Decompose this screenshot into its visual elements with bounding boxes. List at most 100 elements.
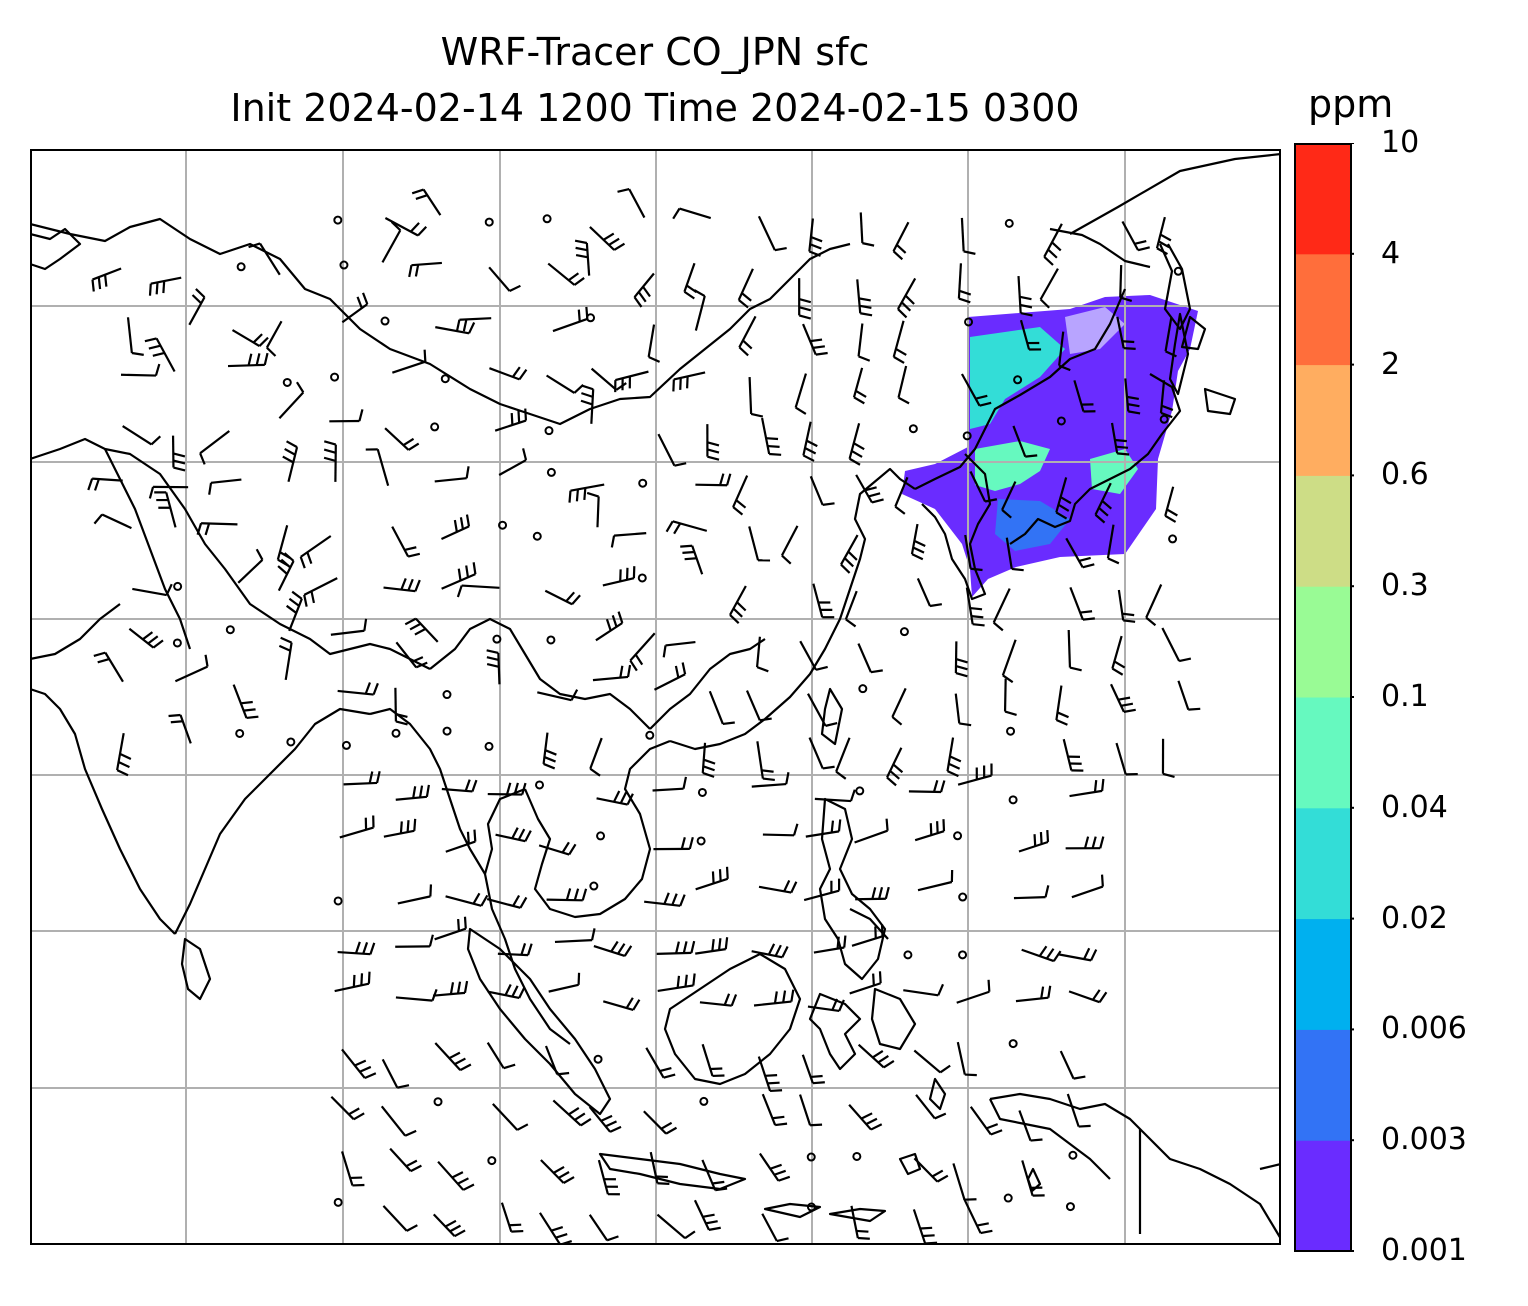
wind-barb-flag [802,454,815,462]
wind-barb [432,991,466,997]
wind-barb [384,427,410,451]
wind-barb-flag [682,550,695,554]
wind-barb-flag [785,772,790,785]
wind-barb-flag [457,568,462,581]
wind-barb-flag [936,821,939,834]
wind-barb [441,787,473,793]
wind-barb-flag [969,606,983,611]
wind-barb [1069,789,1103,798]
coastline [669,467,916,751]
wind-barb-flag [119,752,132,760]
coastline [1049,227,1151,269]
wind-barb [1018,1110,1032,1141]
wind-barb-flag [406,820,410,833]
wind-barb-flag [986,1123,999,1130]
wind-barb-flag [511,366,521,378]
wind-barb [656,951,692,956]
wind-barb-flag [847,550,858,561]
wind-barb-flag [712,1180,725,1185]
wind-barb [330,1095,355,1121]
wind-barb-flag [248,242,261,249]
wind-barb-flag [399,821,403,834]
wind-barb-flag [486,656,499,661]
wind-barb-flag [414,264,420,277]
wind-barb-flag [970,567,983,572]
wind-barb [495,833,526,843]
wind-barb-flag [456,981,462,994]
wind-barb-flag [468,322,476,334]
wind-barb-flag [512,894,521,907]
calm-wind-marker [172,638,182,648]
calm-wind-marker [696,836,706,846]
wind-barb-flag [955,671,968,678]
wind-barb [699,1001,732,1007]
wind-barb [701,742,707,773]
wind-barb-flag [610,535,616,548]
wind-barb-flag [1083,947,1091,960]
wind-barb-flag [808,250,821,257]
wind-barb [1124,378,1130,412]
wind-barb-flag [1047,248,1058,259]
wind-barb [546,374,575,394]
coastline [598,1152,747,1191]
wind-barb-flag [511,827,519,839]
wind-barb [808,737,824,769]
colorbar-segment [1295,253,1351,366]
wind-barb-flag [518,986,526,999]
wind-barb-flag [723,993,731,1006]
wind-barb-flag [1055,511,1068,520]
wind-barb [596,797,628,806]
colorbar-segment [1295,364,1351,476]
wind-barb-flag [1040,986,1045,999]
coastline [921,453,992,601]
colorbar-segment [1295,1140,1351,1252]
wind-barb [383,586,416,593]
wind-barb-flag [152,639,164,649]
wind-barb [615,370,649,382]
wind-barb [544,1045,559,1075]
wind-barb [780,525,799,557]
wind-barb [1121,220,1139,251]
wind-barb [589,226,616,251]
wind-barb-flag [204,654,209,667]
wind-barb-flag [1045,948,1055,960]
wind-barb-flag [557,1071,570,1076]
wind-barb-flag [1039,832,1043,845]
wind-barb-flag [682,776,688,789]
wind-barb-flag [719,473,725,486]
wind-barb-flag [173,452,186,458]
wind-barb-flag [571,594,581,605]
wind-barb [546,898,583,902]
wind-barb [758,1152,780,1182]
wind-barb-flag [629,659,638,672]
wind-barb-flag [838,999,845,1012]
coastline [30,217,851,426]
wind-barb-flag [415,194,428,200]
wind-barb-flag [390,221,402,232]
wind-barb-flag [822,765,835,770]
wind-barb [992,588,1011,624]
wind-barb-flag [480,894,489,907]
wind-barb-flag [150,435,162,446]
colorbar-tick-label: 0.04 [1381,789,1448,825]
wind-barb [762,833,795,837]
wind-barb [753,1000,792,1007]
wind-barb-flag [359,1065,372,1073]
wind-barb-flag [600,1114,613,1122]
calm-wind-marker [484,217,494,227]
wind-barb [1068,990,1100,1004]
wind-barb [915,1094,936,1120]
wind-barb-flag [947,770,959,778]
wind-barb [1069,586,1084,621]
wind-barb [538,844,570,856]
wind-barb [751,950,783,959]
wind-barb-flag [510,412,514,426]
wind-barb [757,1056,772,1092]
wind-barb [494,419,527,432]
wind-barb [395,795,428,801]
wind-barb-flag [825,721,838,727]
calm-wind-marker [542,214,552,224]
wind-barb [657,433,676,467]
wind-barb-flag [565,591,576,602]
wind-barb-flag [1111,667,1124,676]
